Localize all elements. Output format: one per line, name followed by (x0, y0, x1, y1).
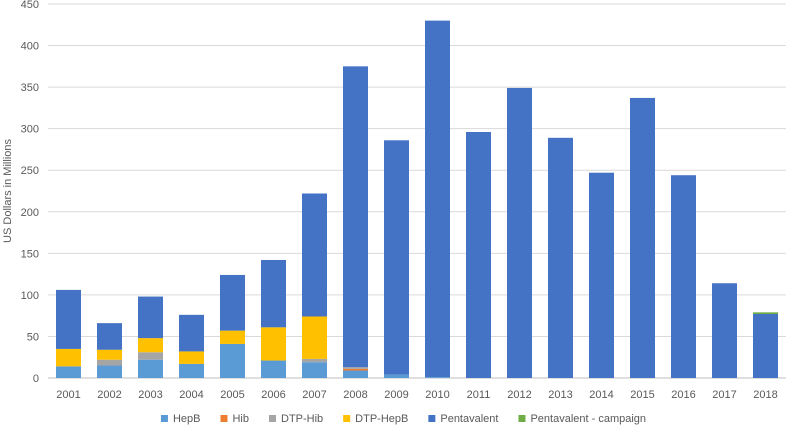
bar-hepb-2005 (220, 343, 245, 378)
y-tick-label: 350 (21, 82, 39, 94)
x-tick-label: 2011 (467, 389, 491, 401)
x-tick-label: 2009 (384, 389, 408, 401)
legend-label-pentavalent-campaign: Pentavalent - campaign (530, 413, 646, 425)
bar-pentavalent-2007 (302, 193, 327, 317)
bar-pentavalent-2018 (753, 314, 778, 378)
gridlines (48, 3, 786, 379)
y-tick-label: 450 (21, 0, 39, 11)
bar-dtp-hib-2007 (302, 358, 327, 363)
legend-label-dtp-hepb: DTP-HepB (355, 413, 408, 425)
bar-pentavalent-2009 (384, 140, 409, 375)
x-tick-label: 2001 (56, 389, 80, 401)
legend-label-pentavalent: Pentavalent (440, 413, 498, 425)
y-tick-label: 200 (21, 207, 39, 219)
y-tick-label: 250 (21, 165, 39, 177)
bar-pentavalent-2017 (712, 283, 737, 378)
bar-pentavalent-2015 (630, 97, 655, 379)
bar-pentavalent-2014 (589, 172, 614, 378)
legend-swatch-dtp-hib (269, 415, 276, 422)
bar-pentavalent-2011 (466, 131, 491, 378)
legend-swatch-hepb (160, 415, 168, 422)
bar-dtp-hepb-2001 (56, 348, 81, 367)
bar-hepb-2001 (56, 366, 81, 378)
bar-dtp-hib-2008 (343, 367, 368, 369)
bar-hepb-2008 (343, 370, 368, 378)
y-axis-ticks: 0 50 100 150 200 250 300 350 400 450 (21, 0, 39, 385)
bar-pentavalent-2005 (220, 274, 245, 331)
bar-pentavalent-2008 (343, 66, 368, 368)
bar-hepb-2010 (425, 377, 450, 378)
bars (56, 20, 778, 379)
x-tick-label: 2015 (630, 389, 654, 401)
x-tick-label: 2002 (97, 389, 121, 401)
x-tick-label: 2003 (138, 389, 162, 401)
x-tick-label: 2008 (343, 389, 367, 401)
bar-hepb-2007 (302, 362, 327, 378)
bar-pentavalent-2003 (138, 296, 163, 339)
legend-swatch-hib (220, 415, 228, 422)
x-tick-label: 2005 (220, 389, 244, 401)
x-tick-label: 2010 (425, 389, 449, 401)
bar-dtp-hepb-2003 (138, 338, 163, 353)
x-tick-label: 2007 (302, 389, 326, 401)
bar-pentavalent-2002 (97, 323, 122, 350)
x-axis-ticks: 2001 2002 2003 2004 2005 2006 2007 2008 2009 2010… (56, 389, 777, 401)
bar-hib-2008 (343, 368, 368, 371)
y-tick-label: 0 (33, 373, 39, 385)
bar-hepb-2003 (138, 359, 163, 378)
legend-swatch-pentavalent (428, 415, 436, 422)
bar-dtp-hib-2003 (138, 352, 163, 360)
legend-swatch-pentavalent-campaign (518, 415, 526, 422)
legend-label-dtp-hib: DTP-Hib (281, 413, 323, 425)
bar-dtp-hepb-2005 (220, 330, 245, 344)
bar-hepb-2006 (261, 360, 286, 378)
x-tick-label: 2013 (548, 389, 572, 401)
x-tick-label: 2016 (671, 389, 695, 401)
bar-hepb-2002 (97, 365, 122, 378)
bar-pentavalent-2001 (56, 289, 81, 349)
x-tick-label: 2014 (589, 389, 613, 401)
y-axis-title: US Dollars in Millions (2, 139, 14, 243)
x-tick-label: 2018 (753, 389, 777, 401)
bar-dtp-hib-2002 (97, 359, 122, 366)
bar-pentavalent-2004 (179, 314, 204, 352)
bar-pentavalent-2010 (425, 20, 450, 378)
x-tick-label: 2017 (712, 389, 736, 401)
bar-pentavalent-2006 (261, 259, 286, 328)
y-tick-label: 400 (21, 41, 39, 53)
y-tick-label: 100 (21, 290, 39, 302)
bar-hepb-2004 (179, 363, 204, 378)
x-tick-label: 2012 (507, 389, 531, 401)
bar-pentavalent-campaign-2018 (753, 312, 778, 314)
bar-dtp-hepb-2002 (97, 349, 122, 360)
x-tick-label: 2004 (179, 389, 203, 401)
legend-swatch-dtp-hepb (343, 415, 351, 422)
bar-pentavalent-2012 (507, 87, 532, 378)
y-tick-label: 300 (21, 124, 39, 136)
x-tick-label: 2006 (261, 389, 285, 401)
y-tick-label: 50 (27, 331, 39, 343)
bar-dtp-hepb-2007 (302, 316, 327, 359)
bar-dtp-hepb-2004 (179, 351, 204, 364)
legend: HepB Hib DTP-Hib DTP-HepB Pentavalent Pentava… (160, 413, 646, 425)
bar-hepb-2009 (384, 374, 409, 378)
legend-label-hepb: HepB (173, 413, 201, 425)
bar-pentavalent-2013 (548, 137, 573, 378)
y-tick-label: 150 (21, 248, 39, 260)
bar-dtp-hepb-2006 (261, 327, 286, 361)
legend-label-hib: Hib (232, 413, 249, 425)
bar-pentavalent-2016 (671, 175, 696, 378)
